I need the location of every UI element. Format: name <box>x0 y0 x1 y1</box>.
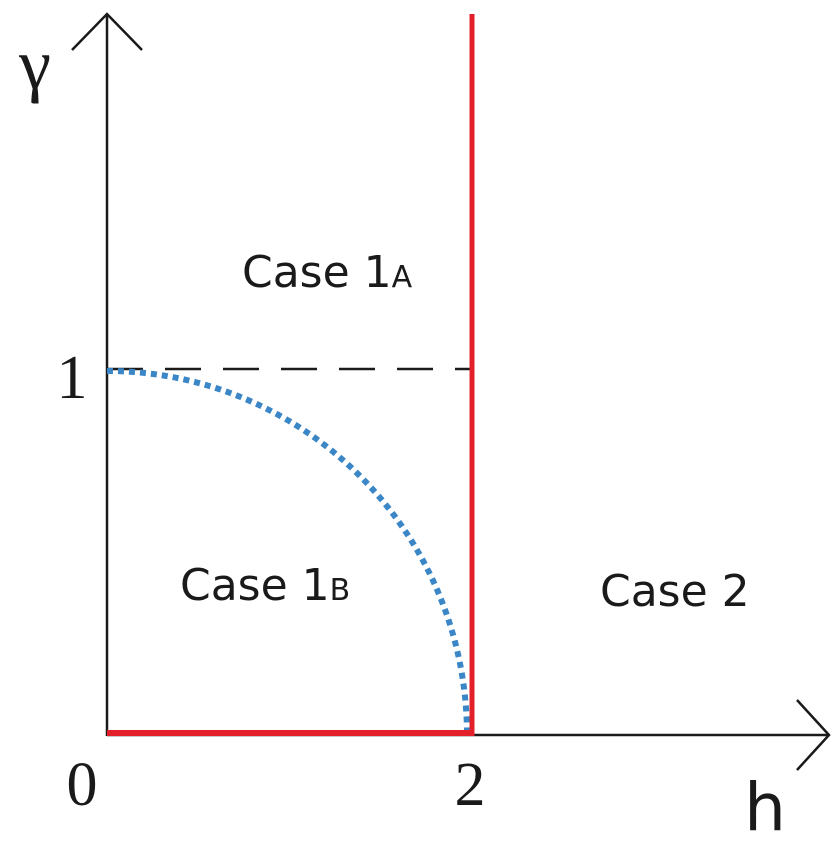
tick-label: 1 <box>57 344 88 412</box>
y-axis-label: γ <box>18 24 51 104</box>
y-axis-arrow <box>71 12 143 51</box>
region-subscript: B <box>330 573 351 608</box>
region-label: Case 1A <box>242 247 413 298</box>
x-axis-label: h <box>744 769 786 846</box>
region-name: Case 1 <box>242 247 392 298</box>
region-label: Case 2 <box>600 566 750 617</box>
dotted-curve <box>106 368 470 736</box>
region-name: Case 1 <box>180 560 330 611</box>
region-label: Case 1B <box>180 560 350 611</box>
x-axis-arrow <box>796 699 831 771</box>
tick-label: 2 <box>455 751 486 819</box>
tick-label: 0 <box>67 751 98 819</box>
region-subscript: A <box>392 260 413 295</box>
